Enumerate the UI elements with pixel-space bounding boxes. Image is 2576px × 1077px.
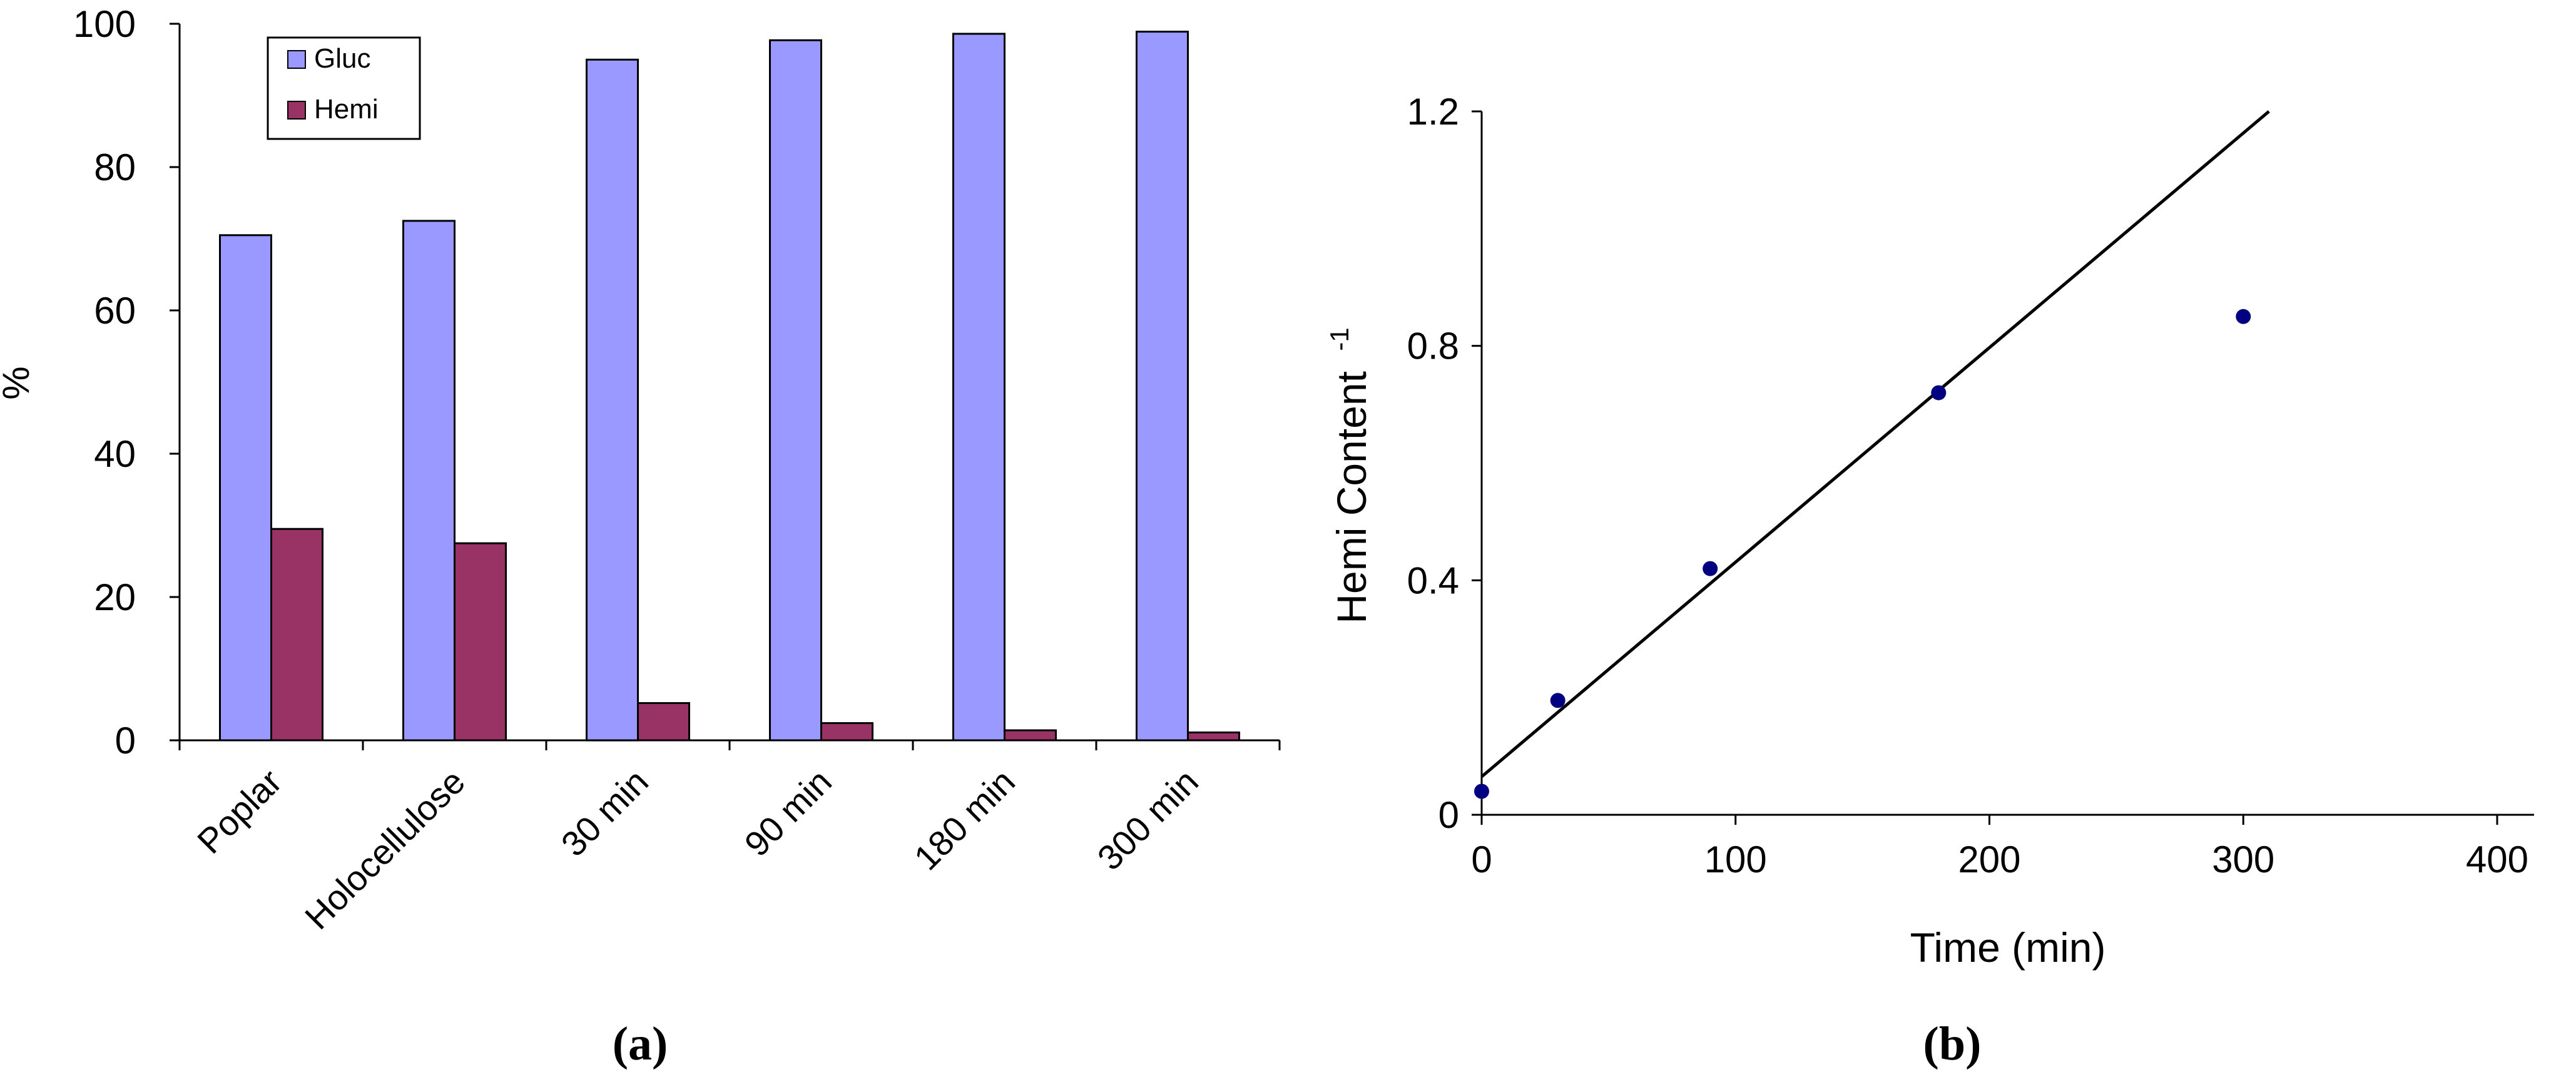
y-tick-label: 60 (94, 290, 136, 332)
scatter-chart-panel-b: 0 0.4 0.8 1.2 0 100 200 300 400 Time (min) Hemi… (1325, 91, 2534, 1070)
y-axis-label-superscript: -1 (1325, 327, 1354, 350)
bar-hemi (1187, 731, 1240, 742)
legend-label-gluc: Gluc (314, 43, 370, 74)
panel-label-b: (b) (1923, 1018, 1982, 1070)
bar-hemi (454, 542, 507, 742)
y-tick-label: 0 (115, 720, 136, 762)
x-tick-label: 400 (2466, 839, 2528, 880)
bar-gluc (586, 58, 639, 742)
data-points (1474, 309, 2251, 799)
y-tick-label: 0.8 (1407, 325, 1459, 367)
y-ticks: 0 20 40 60 80 100 (73, 3, 180, 762)
x-tick-label: Holocellulose (297, 762, 472, 937)
fit-line (1480, 110, 2270, 778)
bar-hemi (637, 702, 690, 742)
legend-swatch-gluc (287, 50, 306, 69)
y-tick-label: 20 (94, 576, 136, 618)
legend-label-hemi: Hemi (314, 94, 379, 125)
data-point (1550, 693, 1565, 708)
data-point (1703, 561, 1718, 576)
x-ticks: 0 100 200 300 400 (1471, 815, 2528, 880)
bar-gluc (1136, 31, 1189, 742)
bar-gluc (219, 234, 272, 742)
y-axis-label: Hemi Content (1328, 371, 1375, 624)
bar-gluc (952, 33, 1005, 742)
x-tick-label: 300 min (1090, 762, 1206, 877)
x-tick-label: 100 (1704, 839, 1767, 880)
y-tick-label: 0 (1438, 794, 1459, 836)
legend: Gluc Hemi (267, 36, 421, 140)
bar-gluc (402, 220, 456, 742)
x-tick-label: 30 min (554, 762, 656, 864)
y-axis-label: % (0, 366, 37, 399)
x-tick-label: 0 (1471, 839, 1492, 880)
bar-hemi (820, 722, 873, 742)
data-point (1931, 385, 1947, 401)
data-point (2236, 309, 2251, 324)
data-point (1474, 784, 1489, 799)
bar-hemi (1004, 729, 1057, 742)
panel-label-a: (a) (613, 1018, 668, 1070)
bar-gluc (769, 39, 822, 742)
x-tick-label: 200 (1958, 839, 2020, 880)
x-axis-label: Time (min) (1910, 924, 2106, 971)
bar-hemi (270, 528, 323, 742)
x-tick-label: 180 min (907, 762, 1022, 877)
x-tick-label: 90 min (737, 762, 839, 864)
bar-chart-panel-a: 0 20 40 60 80 100 Poplar Holocellulose 30 min 90… (0, 3, 1281, 1070)
y-axis-label-group: Hemi Content -1 (1325, 327, 1375, 623)
y-tick-label: 0.4 (1407, 559, 1459, 601)
y-tick-label: 80 (94, 146, 136, 188)
x-tick-label: 300 (2212, 839, 2274, 880)
legend-swatch-hemi (287, 101, 306, 120)
x-tick-label: Poplar (190, 762, 289, 861)
y-tick-label: 100 (73, 3, 136, 45)
bar-group (219, 31, 1240, 742)
y-tick-label: 40 (94, 433, 136, 475)
svg-text:Hemi Content -1: Hemi Content -1 (1325, 327, 1375, 623)
y-tick-label: 1.2 (1407, 91, 1459, 133)
x-ticks: Poplar Holocellulose 30 min 90 min 180 min 30… (178, 740, 1281, 937)
y-ticks: 0 0.4 0.8 1.2 (1407, 91, 1482, 836)
